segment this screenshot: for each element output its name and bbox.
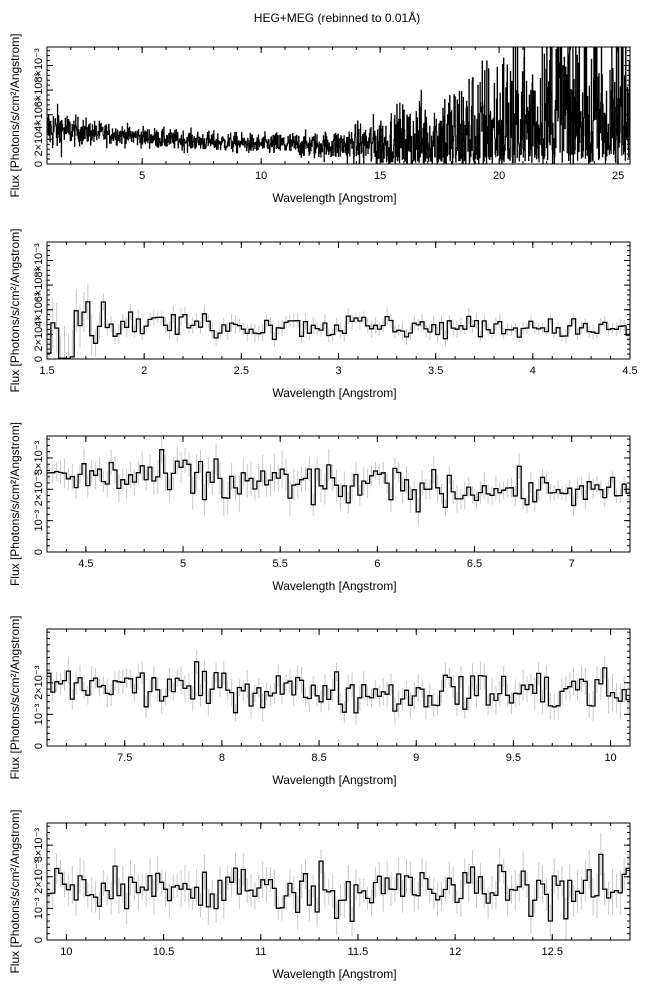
x-tick-label: 10 [60, 946, 72, 958]
figure-title: HEG+MEG (rebinned to 0.01Å) [254, 10, 420, 25]
y-axis-label: Flux [Photons/s/cm²/Angstrom] [8, 33, 22, 197]
y-axis-label: Flux [Photons/s/cm²/Angstrom] [8, 809, 22, 973]
y-tick-label: 0 [33, 161, 45, 167]
x-tick-label: 9.5 [506, 752, 521, 764]
spectrum-line [47, 853, 630, 922]
spectrum-series [47, 832, 630, 940]
panel-1: 5 10 15 20 25 0 2×10⁻³4×10⁻³6×10⁻³8×10⁻³ Wavele… [8, 33, 631, 205]
spectrum-series [47, 649, 630, 725]
x-axis-label: Wavelength [Angstrom] [272, 386, 396, 400]
x-tick-label: 3.5 [428, 365, 443, 377]
x-tick-label: 10 [255, 170, 267, 182]
x-tick-label: 1.5 [39, 365, 54, 377]
y-tick-label: 10⁻³ [33, 509, 45, 531]
panel-5: 10 10.5 11 11.5 12 12.5 0 10⁻³ 2×10⁻³3×10⁻³ Wavel… [8, 809, 631, 981]
x-tick-label: 6.5 [467, 558, 482, 570]
x-tick-label: 5 [180, 558, 186, 570]
y-tick-label: 2×10⁻³ [33, 472, 45, 507]
spectrum-line [47, 47, 630, 164]
x-tick-label: 20 [493, 170, 505, 182]
x-tick-label: 5.5 [273, 558, 288, 570]
spectrum-line [47, 449, 630, 513]
x-tick-label: 8.5 [311, 752, 326, 764]
y-tick-label: 2×10⁻³ [33, 317, 45, 352]
spectrum-series [47, 47, 630, 164]
spectrum-line [47, 301, 630, 359]
y-tick-label: 2×10⁻³ [33, 122, 45, 157]
y-tick-label: 6×10⁻³ [33, 73, 45, 108]
x-tick-label: 4.5 [78, 558, 93, 570]
y-tick-label: 0 [33, 549, 45, 555]
y-axis-label: Flux [Photons/s/cm²/Angstrom] [8, 228, 22, 392]
x-tick-label: 4 [530, 365, 536, 377]
x-tick-label: 5 [139, 170, 145, 182]
x-tick-label: 12 [449, 946, 461, 958]
x-tick-label: 7.5 [117, 752, 132, 764]
y-tick-label: 4×10⁻³ [33, 292, 45, 327]
x-axis-label: Wavelength [Angstrom] [272, 967, 396, 981]
spectrum-line [47, 661, 630, 714]
y-axis-label: Flux [Photons/s/cm²/Angstrom] [8, 422, 22, 586]
x-tick-label: 11 [255, 946, 266, 958]
y-tick-label: 3×10⁻³ [33, 440, 45, 475]
y-tick-label: 2×10⁻³ [33, 665, 45, 700]
spectrum-series [47, 283, 630, 359]
x-axis-label: Wavelength [Angstrom] [272, 773, 396, 787]
y-tick-label: 0 [33, 356, 45, 362]
y-tick-label: 2×10⁻³ [33, 859, 45, 894]
x-tick-label: 9 [413, 752, 419, 764]
plot-frame [46, 241, 631, 360]
x-tick-label: 7 [569, 558, 575, 570]
panel-3: 4.5 5 5.5 6 6.5 7 0 10⁻³ 2×10⁻³3×10⁻³ Wavelength … [8, 422, 631, 593]
x-axis-label: Wavelength [Angstrom] [272, 191, 396, 205]
x-tick-label: 11.5 [348, 946, 369, 958]
x-tick-label: 3 [335, 365, 341, 377]
panel-4: 7.5 8 8.5 9 9.5 10 0 10⁻³ 2×10⁻³ Wavelength [Angs… [8, 615, 631, 787]
y-tick-label: 0 [33, 937, 45, 943]
y-tick-label: 3×10⁻³ [33, 828, 45, 863]
y-tick-label: 8×10⁻³ [33, 48, 45, 83]
x-tick-label: 15 [374, 170, 386, 182]
y-tick-label: 10⁻³ [33, 897, 45, 919]
panel-2: 1.5 2 2.5 3 3.5 4 4.5 0 2×10⁻³4×10⁻³6×10⁻³8×10⁻³… [8, 228, 638, 400]
y-tick-label: 0 [33, 743, 45, 749]
x-tick-label: 12.5 [542, 946, 563, 958]
y-tick-label: 4×10⁻³ [33, 97, 45, 132]
x-tick-label: 25 [612, 170, 624, 182]
y-tick-label: 10⁻³ [33, 703, 45, 725]
y-axis-label: Flux [Photons/s/cm²/Angstrom] [8, 615, 22, 779]
x-tick-label: 2.5 [234, 365, 249, 377]
spectrum-series [47, 436, 630, 527]
x-tick-label: 8 [219, 752, 225, 764]
x-tick-label: 10 [604, 752, 616, 764]
x-axis-label: Wavelength [Angstrom] [272, 579, 396, 593]
x-tick-label: 6 [374, 558, 380, 570]
plot-frame [46, 46, 631, 165]
y-tick-label: 6×10⁻³ [33, 268, 45, 303]
x-tick-label: 2 [141, 365, 147, 377]
y-tick-label: 8×10⁻³ [33, 243, 45, 278]
x-tick-label: 4.5 [622, 365, 637, 377]
x-tick-label: 10.5 [153, 946, 174, 958]
